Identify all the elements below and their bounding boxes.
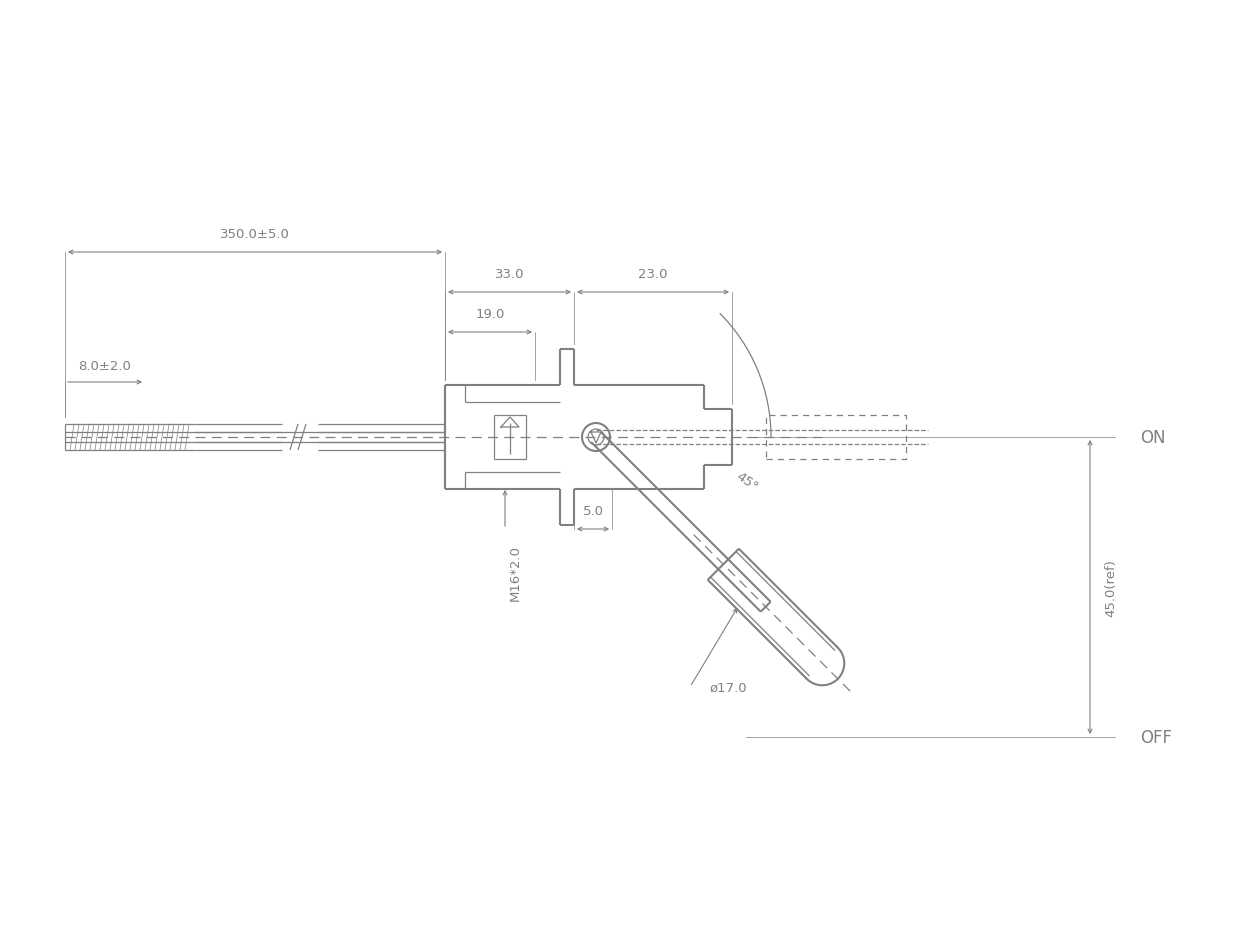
Text: 5.0: 5.0 [583, 504, 603, 517]
Text: 350.0±5.0: 350.0±5.0 [220, 228, 290, 241]
Text: ON: ON [1140, 428, 1165, 447]
Text: 45.0(ref): 45.0(ref) [1104, 558, 1117, 616]
Text: M16*2.0: M16*2.0 [509, 544, 522, 601]
Text: ø17.0: ø17.0 [711, 680, 748, 693]
Text: 19.0: 19.0 [475, 308, 505, 321]
Text: OFF: OFF [1140, 729, 1172, 746]
Text: 8.0±2.0: 8.0±2.0 [78, 360, 131, 373]
Text: 23.0: 23.0 [639, 268, 667, 281]
Text: 33.0: 33.0 [495, 268, 524, 281]
Text: 45°: 45° [733, 469, 760, 493]
